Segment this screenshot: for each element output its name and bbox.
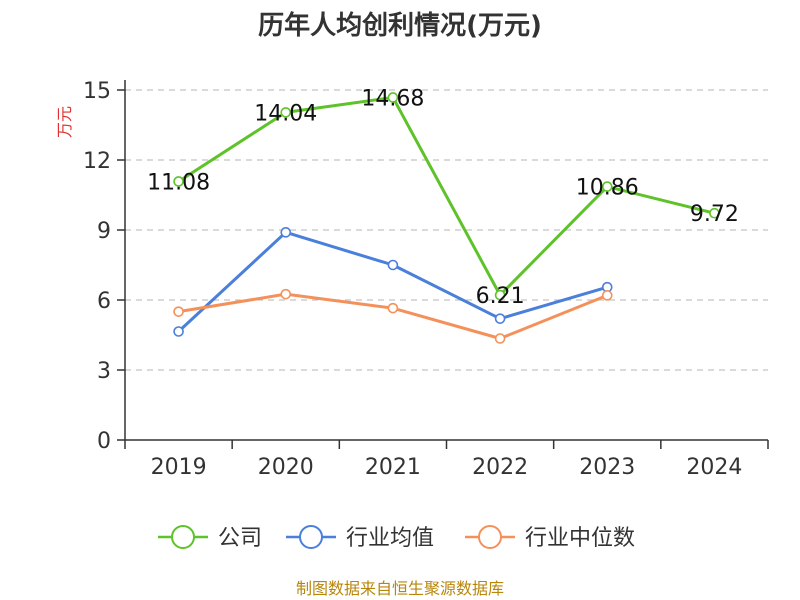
- x-tick-label: 2023: [579, 455, 635, 480]
- data-point[interactable]: [601, 181, 613, 192]
- x-tick-label: 2019: [151, 455, 207, 480]
- y-tick-label: 6: [97, 289, 111, 314]
- data-label: 10.86: [576, 176, 639, 201]
- data-labels: 11.08 14.04 14.68 6.21 10.86 9.72: [147, 86, 739, 309]
- legend[interactable]: 公司 行业均值 行业中位数: [158, 525, 635, 551]
- series-line: [177, 230, 608, 333]
- data-point[interactable]: [387, 259, 399, 271]
- data-label: 14.04: [254, 101, 317, 126]
- data-point[interactable]: [494, 289, 506, 301]
- data-point[interactable]: [601, 290, 613, 301]
- x-tick-label: 2021: [365, 455, 421, 480]
- data-point[interactable]: [280, 107, 292, 118]
- x-tick-label: 2024: [686, 455, 742, 480]
- chart-title: 历年人均创利情况(万元): [258, 10, 542, 41]
- legend-marker-icon: [171, 525, 195, 549]
- data-point[interactable]: [494, 313, 506, 324]
- legend-marker-icon: [478, 525, 502, 549]
- data-point[interactable]: [173, 176, 184, 187]
- legend-item[interactable]: 行业均值: [286, 525, 434, 551]
- data-label: 11.08: [147, 170, 210, 195]
- data-label: 9.72: [690, 202, 739, 227]
- source-note: 制图数据来自恒生聚源数据库: [296, 579, 504, 598]
- data-point[interactable]: [709, 207, 720, 219]
- data-label: 14.68: [361, 86, 424, 111]
- legend-label: 行业均值: [346, 526, 434, 551]
- data-point[interactable]: [387, 92, 399, 103]
- series-line: [177, 95, 715, 297]
- grid: [125, 89, 768, 371]
- y-tick-label: 12: [83, 149, 111, 174]
- data-point[interactable]: [387, 302, 399, 314]
- legend-marker-icon: [299, 525, 323, 549]
- data-point[interactable]: [280, 227, 292, 238]
- x-tick-label: 2022: [472, 455, 528, 480]
- y-tick-label: 3: [97, 359, 111, 384]
- legend-label: 公司: [218, 526, 262, 551]
- data-label: 6.21: [476, 284, 525, 309]
- data-point[interactable]: [173, 326, 184, 337]
- y-tick-label: 15: [83, 79, 111, 104]
- series-line: [178, 292, 608, 340]
- y-axis-label: 万元: [55, 106, 74, 138]
- legend-item[interactable]: 行业中位数: [465, 525, 635, 551]
- data-point[interactable]: [494, 333, 506, 344]
- y-tick-label: 0: [97, 429, 111, 454]
- legend-label: 行业中位数: [525, 526, 635, 551]
- axes: 0 3 6 9 12 15 2019 2020 2021 2022 2023 2024: [83, 79, 769, 480]
- data-point[interactable]: [280, 288, 292, 300]
- y-tick-label: 9: [97, 219, 111, 244]
- data-point[interactable]: [173, 306, 184, 317]
- legend-item[interactable]: 公司: [158, 525, 262, 551]
- x-tick-label: 2020: [258, 455, 314, 480]
- series-layer: [173, 92, 720, 344]
